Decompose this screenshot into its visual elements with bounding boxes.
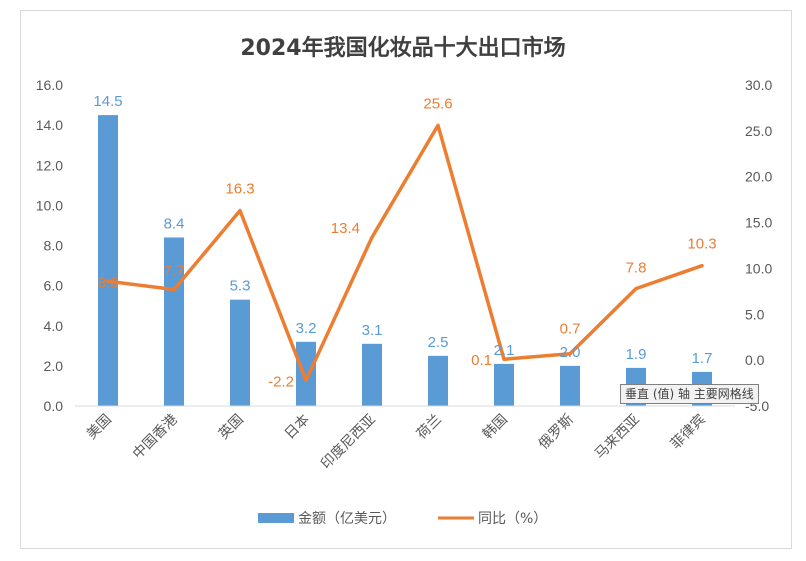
chart-title: 2024年我国化妆品十大出口市场 xyxy=(240,35,565,61)
left-axis-tick: 2.0 xyxy=(44,358,64,374)
left-axis-tick: 6.0 xyxy=(44,278,64,294)
legend-label-yoy: 同比（%） xyxy=(478,511,547,527)
right-axis: -5.00.05.010.015.020.025.030.0 xyxy=(745,77,772,414)
right-axis-tick: 30.0 xyxy=(745,77,772,93)
line-data-labels: 8.6 7.7 16.3 -2.2 13.4 25.6 0.1 0.7 7.8 10.3 xyxy=(98,95,717,390)
bar xyxy=(428,355,448,406)
category-axis: 美国 中国香港 英国 日本 印度尼西亚 荷兰 韩国 俄罗斯 马来西亚 菲律宾 xyxy=(75,405,735,473)
bar-data-label: 2.5 xyxy=(428,334,449,351)
line-data-label: 0.1 xyxy=(471,352,492,369)
category-label: 日本 xyxy=(282,412,313,443)
bar-data-label: 5.3 xyxy=(230,278,251,295)
line-data-label: 25.6 xyxy=(423,95,452,112)
bar xyxy=(296,341,316,406)
line-path xyxy=(106,123,704,383)
line-data-label: 13.4 xyxy=(331,220,360,237)
category-label: 马来西亚 xyxy=(592,412,643,463)
bar xyxy=(494,363,514,406)
bar-data-label: 1.7 xyxy=(692,350,713,367)
bar-data-label: 14.5 xyxy=(93,93,122,110)
bar xyxy=(98,115,118,406)
bar-data-label: 3.1 xyxy=(362,322,383,339)
line-series xyxy=(106,123,704,383)
line-data-label: 0.7 xyxy=(560,321,581,338)
line-data-label: 8.6 xyxy=(98,274,119,291)
line-data-label: -2.2 xyxy=(268,373,294,390)
line-data-label: 10.3 xyxy=(687,236,716,253)
category-label: 菲律宾 xyxy=(668,412,709,453)
bar-data-label: 8.4 xyxy=(164,215,185,232)
legend-swatch-amount xyxy=(258,513,294,523)
line-data-label: 7.8 xyxy=(626,260,647,277)
category-label: 美国 xyxy=(84,412,115,443)
left-axis-tick: 4.0 xyxy=(44,318,64,334)
bar xyxy=(164,237,184,406)
category-label: 中国香港 xyxy=(130,412,181,463)
right-axis-tick: 0.0 xyxy=(745,352,765,368)
axis-tooltip: 垂直 (值) 轴 主要网格线 xyxy=(620,384,759,404)
category-label: 印度尼西亚 xyxy=(318,412,379,473)
bar-data-labels: 14.5 8.4 5.3 3.2 3.1 2.5 2.1 2.0 1.9 1.7 xyxy=(93,93,712,367)
bar-data-label: 2.0 xyxy=(560,344,581,361)
line-data-label: 7.7 xyxy=(164,263,185,280)
right-axis-tick: 15.0 xyxy=(745,215,772,231)
left-axis-tick: 12.0 xyxy=(36,157,63,173)
bar-data-label: 3.2 xyxy=(296,320,317,337)
right-axis-tick: 25.0 xyxy=(745,123,772,139)
legend[interactable]: 金额（亿美元） 同比（%） xyxy=(258,511,547,527)
left-axis-tick: 8.0 xyxy=(44,238,64,254)
bar xyxy=(362,343,382,406)
category-label: 韩国 xyxy=(480,412,511,443)
bar-data-label: 1.9 xyxy=(626,346,647,363)
bar xyxy=(230,299,250,406)
category-label: 俄罗斯 xyxy=(536,412,577,453)
right-axis-tick: 5.0 xyxy=(745,306,765,322)
right-axis-tick: 20.0 xyxy=(745,169,772,185)
bar-data-label: 2.1 xyxy=(494,342,515,359)
bar xyxy=(560,365,580,406)
legend-label-amount: 金额（亿美元） xyxy=(298,511,396,527)
bar-series xyxy=(98,115,712,406)
category-label: 荷兰 xyxy=(414,412,445,443)
left-axis-tick: 0.0 xyxy=(44,398,64,414)
category-label: 英国 xyxy=(215,411,247,443)
line-data-label: 16.3 xyxy=(225,181,254,198)
left-axis-tick: 10.0 xyxy=(36,197,63,213)
left-axis: 0.0 2.0 4.0 6.0 8.0 10.0 12.0 14.0 16.0 xyxy=(36,77,63,414)
left-axis-tick: 14.0 xyxy=(36,117,63,133)
right-axis-tick: 10.0 xyxy=(745,260,772,276)
left-axis-tick: 16.0 xyxy=(36,77,63,93)
